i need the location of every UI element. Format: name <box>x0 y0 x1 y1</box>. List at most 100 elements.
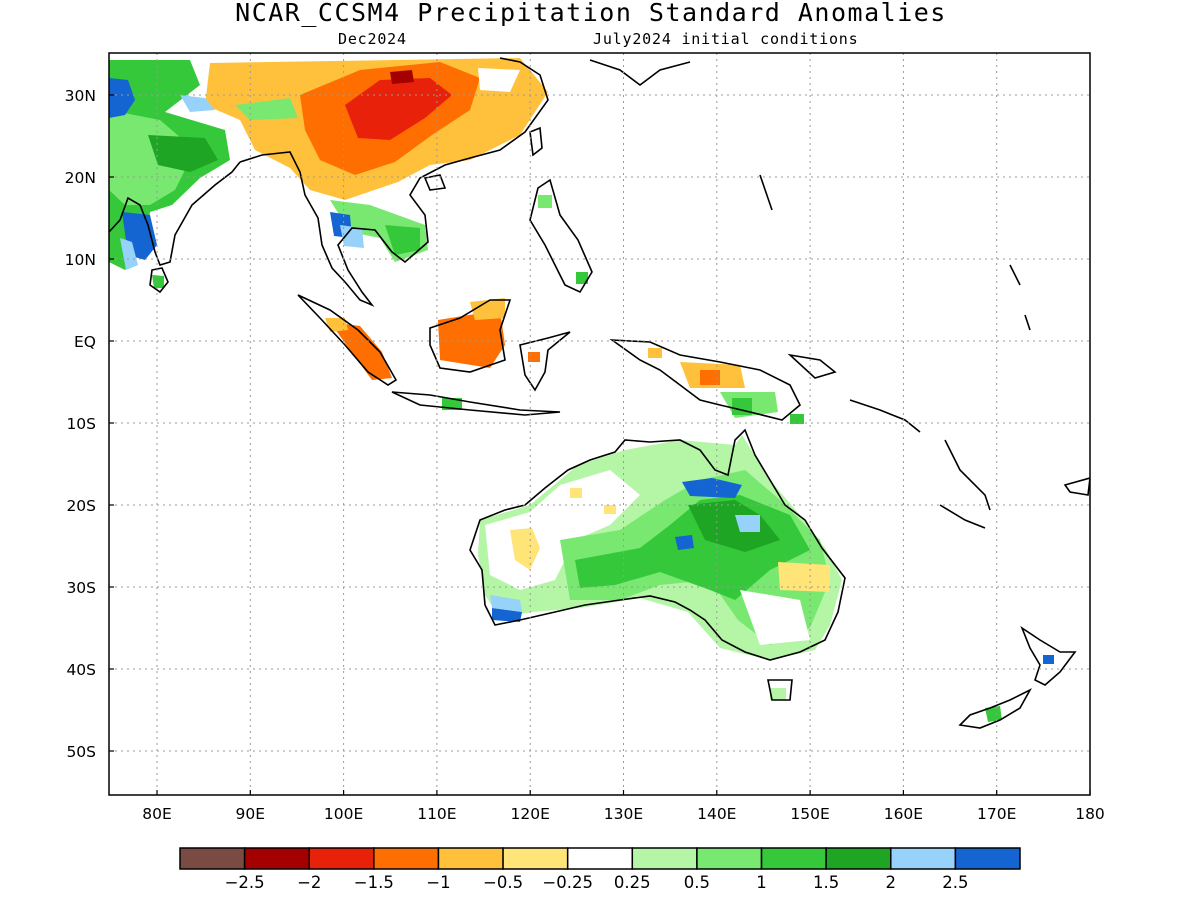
lat-tick-label: 50S <box>66 743 96 761</box>
thailand-lightblue <box>340 225 364 248</box>
lon-tick-label: 80E <box>142 805 172 823</box>
fiji-coastline <box>1063 477 1090 496</box>
sulawesi-coastline <box>519 331 571 392</box>
tasmania-coastline <box>767 679 793 701</box>
lon-tick-label: 140E <box>697 805 736 823</box>
australia-west-dry <box>510 528 540 570</box>
lat-tick-label: 20S <box>66 497 96 515</box>
lon-tick-label: 120E <box>511 805 550 823</box>
latitude-axis: 30N 20N 10N EQ 10S 20S 30S 40S 50S <box>65 87 114 761</box>
valid-month-label: Dec2024 <box>338 30 407 48</box>
lat-tick-label: EQ <box>74 333 96 351</box>
tasmania-wet <box>770 688 786 700</box>
new-zealand-blue <box>1043 655 1054 664</box>
china-strong-dry <box>345 78 452 140</box>
solomon-wet <box>790 414 804 424</box>
new-caledonia-coastline <box>939 504 986 529</box>
colorbar-label: 1.5 <box>813 873 839 892</box>
new-zealand-wet <box>985 706 1002 722</box>
colorbar-label: 0.25 <box>614 873 651 892</box>
colorbar-label: 2.5 <box>942 873 968 892</box>
philippines-coastline <box>529 178 593 294</box>
lat-tick-label: 20N <box>65 169 96 187</box>
solomon-coastline <box>849 399 921 433</box>
lat-tick-label: 30S <box>66 579 96 597</box>
indochina-wet-core <box>385 225 420 255</box>
sulawesi-dry <box>528 352 540 362</box>
new-zealand-north-coastline <box>1020 625 1077 686</box>
sri-lanka-coastline <box>149 267 169 294</box>
colorbar-swatch <box>437 847 504 870</box>
colorbar-swatch <box>308 847 375 870</box>
himalaya-lightblue <box>180 95 215 112</box>
lat-tick-label: 10N <box>65 251 96 269</box>
anomaly-field <box>109 58 1054 722</box>
lon-tick-label: 90E <box>236 805 266 823</box>
coastlines <box>109 57 1090 729</box>
india-wet-core <box>148 135 218 172</box>
new-guinea-minor-dry <box>648 348 662 358</box>
borneo-coastline <box>429 299 512 373</box>
colorbar-label: −1 <box>426 873 450 892</box>
sumatra-dry <box>330 322 392 380</box>
colorbar-swatch <box>696 847 763 870</box>
philippines-wet <box>538 195 552 208</box>
sumatra-coastline <box>297 294 398 386</box>
lon-tick-label: 160E <box>884 805 923 823</box>
lon-tick-label: 150E <box>790 805 829 823</box>
micronesia-islands <box>759 174 1031 331</box>
colorbar-swatch <box>631 847 698 870</box>
sri-lanka-wet <box>152 275 164 288</box>
colorbar-label: −0.5 <box>483 873 523 892</box>
southwest-australia-lightblue <box>490 595 522 612</box>
australia-strong-wet <box>688 500 780 552</box>
india-coastline <box>109 161 241 266</box>
colorbar-swatch <box>825 847 892 870</box>
colorbar-swatch <box>566 847 634 870</box>
australia-coastline <box>469 428 846 661</box>
hainan-coastline <box>423 174 447 191</box>
colorbar-label: −0.25 <box>542 873 593 892</box>
china-extreme-dry <box>390 70 414 84</box>
northwest-australia-dry <box>570 488 582 498</box>
vanuatu-coastline <box>944 439 991 511</box>
longitude-axis: 80E 90E 100E 110E 120E 130E 140E 150E 160E 170E 18… <box>142 790 1105 823</box>
gulf-australia-dry <box>604 505 616 514</box>
new-zealand-south-coastline <box>958 688 1032 729</box>
colorbar-swatch <box>243 847 310 870</box>
southeast-australia-white <box>740 590 810 645</box>
india-northwest-blue <box>109 78 135 118</box>
east-asia-coastline <box>239 57 549 307</box>
colorbar-swatch <box>179 847 246 870</box>
colorbar-label: −2.5 <box>225 873 265 892</box>
japan-coastline <box>589 59 691 86</box>
central-australia-blue <box>675 535 694 550</box>
colorbar-label: −1.5 <box>354 873 394 892</box>
colorbar-label: 1 <box>756 873 767 892</box>
graticule <box>109 53 1090 795</box>
queensland-lightblue <box>735 515 760 532</box>
colorbar-label: 0.5 <box>684 873 710 892</box>
colorbar: −2.5 −2 −1.5 −1 −0.5 −0.25 0.25 0.5 1 1.5 2 2.5 <box>179 847 1021 892</box>
colorbar-swatch <box>890 847 957 870</box>
lon-tick-label: 130E <box>604 805 643 823</box>
initial-conditions-label: July2024 initial conditions <box>593 30 858 48</box>
southwest-australia-blue <box>492 608 522 622</box>
lon-tick-label: 170E <box>977 805 1016 823</box>
east-china-white <box>478 68 520 92</box>
lat-tick-label: 10S <box>66 415 96 433</box>
india-south-lightblue <box>120 238 138 270</box>
borneo-dry <box>438 310 505 368</box>
colorbar-label: −2 <box>297 873 321 892</box>
colorbar-swatch <box>502 847 569 870</box>
queensland-blue <box>682 478 742 498</box>
lon-tick-label: 110E <box>417 805 456 823</box>
taiwan-coastline <box>529 126 543 157</box>
india-light-wet-area <box>109 110 195 205</box>
east-australia-minor-dry <box>778 562 830 592</box>
map-panel <box>108 52 1091 796</box>
lat-tick-label: 40S <box>66 661 96 679</box>
borneo-minor-dry <box>470 298 505 320</box>
mindanao-wet <box>576 272 588 284</box>
